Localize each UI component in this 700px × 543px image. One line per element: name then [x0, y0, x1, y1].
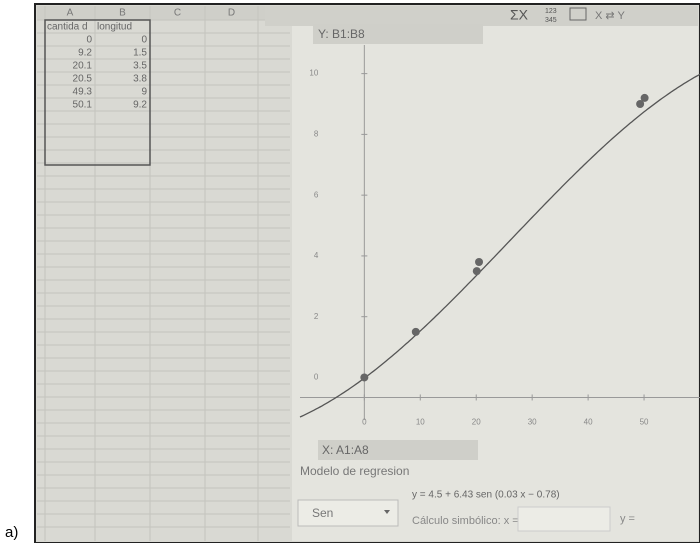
figure-label: a) [5, 524, 18, 541]
toolbar-swap[interactable]: X ⇄ Y [595, 10, 625, 22]
cell: 20.1 [73, 61, 93, 72]
x-range-box [318, 440, 478, 460]
y-tick-label: 8 [314, 129, 319, 138]
y-tick-label: 10 [309, 69, 318, 78]
cell: 0 [86, 35, 92, 46]
toolbar-num-bottom[interactable]: 345 [545, 17, 557, 24]
cell: 50.1 [73, 100, 93, 111]
x-tick-label: 20 [472, 418, 481, 427]
symbolic-label: Cálculo simbólico: x = [412, 515, 519, 527]
x-range: X: A1:A8 [322, 443, 369, 457]
data-point [636, 100, 645, 108]
plot: 0 10 20 30 40 50 0 2 4 6 8 10 [299, 45, 700, 427]
column-header: C [174, 8, 181, 19]
column-header: B [119, 8, 126, 19]
toolbar [265, 6, 698, 26]
y-tick-label: 6 [314, 190, 319, 199]
toolbar-table-icon[interactable] [569, 7, 587, 21]
x-tick-label: 10 [416, 418, 425, 427]
y-tick-label: 0 [314, 373, 319, 382]
data-point [411, 327, 420, 336]
y-range-box [313, 24, 483, 44]
cell: 20.5 [73, 74, 93, 85]
toolbar-num-top[interactable]: 123 [545, 8, 557, 15]
cell: 3.8 [133, 74, 147, 85]
y-range: Y: B1:B8 [318, 27, 365, 41]
y-tick-label: 2 [314, 312, 319, 321]
data-point [472, 267, 481, 276]
cell-header: longitud [97, 22, 132, 33]
cell: 9.2 [133, 100, 147, 111]
cell: 9.2 [78, 48, 92, 59]
data-point [640, 93, 649, 102]
column-header: A [67, 8, 74, 19]
cell: 0 [141, 35, 147, 46]
data-point [475, 258, 484, 266]
equation: y = 4.5 + 6.43 sen (0.03 x − 0.78) [412, 490, 560, 501]
x-input[interactable] [517, 506, 611, 532]
cell: 1.5 [133, 48, 147, 59]
column-header-bar [37, 6, 265, 20]
graphics-view [292, 6, 698, 541]
panel-heading: Modelo de regresion [300, 464, 409, 478]
y-input-label: y = [620, 513, 635, 525]
selection-box [44, 19, 151, 166]
toolbar-sum[interactable]: ΣX [510, 7, 529, 23]
data-point [360, 373, 369, 382]
cell-header: cantida d [47, 22, 88, 33]
x-tick-label: 30 [528, 418, 537, 427]
cell: 3.5 [133, 61, 147, 72]
model-dropdown[interactable] [297, 499, 399, 527]
column-header: D [228, 8, 235, 19]
dropdown-arrow [384, 510, 390, 514]
cell: 49.3 [73, 87, 93, 98]
y-tick-label: 4 [314, 251, 319, 260]
x-tick-label: 0 [362, 418, 367, 427]
x-tick-label: 50 [640, 418, 649, 427]
model-name: Sen [312, 506, 333, 520]
cell: 9 [141, 87, 147, 98]
x-tick-label: 40 [584, 418, 593, 427]
